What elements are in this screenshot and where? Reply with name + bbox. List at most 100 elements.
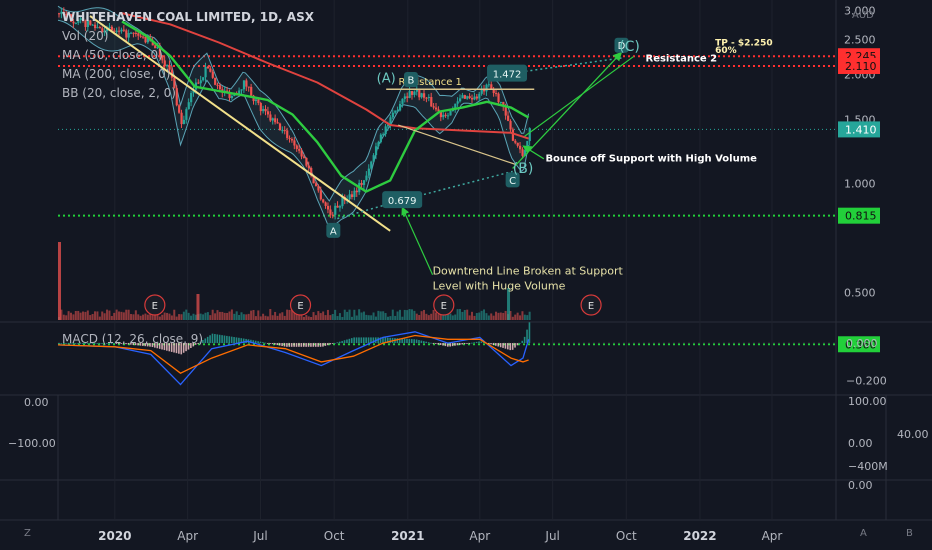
macd-histogram-bar	[202, 340, 204, 344]
wave-dotted-path	[525, 57, 622, 73]
candle	[379, 134, 382, 143]
resistance-1-label: Resistance 1	[398, 77, 461, 88]
candle	[151, 41, 154, 46]
macd-histogram-bar	[326, 343, 329, 346]
candle	[101, 28, 104, 33]
macd-legend[interactable]: MACD (12, 26, close, 9)	[62, 332, 204, 346]
time-axis-label: Jul	[544, 529, 559, 543]
candle	[521, 149, 524, 156]
candle	[507, 115, 510, 121]
macd-histogram-bar	[199, 341, 202, 344]
macd-histogram-bar	[490, 343, 492, 345]
value-label: 0.679	[388, 196, 417, 207]
volume-bar	[192, 313, 195, 320]
volume-bar	[459, 309, 462, 320]
candle	[487, 84, 491, 86]
macd-histogram-bar	[528, 322, 531, 344]
price-tag-label: 2.110	[845, 60, 877, 73]
volume-bar	[84, 311, 87, 320]
candle	[98, 27, 102, 29]
volume-bar	[334, 309, 337, 320]
macd-histogram-bar	[269, 343, 271, 344]
candle	[437, 109, 440, 112]
bollinger-upper	[57, 5, 530, 202]
breakout-arrow	[401, 206, 434, 275]
candle	[264, 108, 267, 112]
log-scale-button[interactable]: B	[906, 528, 913, 539]
price-tag	[838, 121, 880, 138]
candle	[134, 32, 138, 34]
macd-histogram-bar	[456, 343, 459, 346]
candle	[413, 91, 416, 95]
candle	[173, 77, 176, 89]
candle	[175, 88, 178, 106]
macd-histogram-bar	[295, 343, 298, 347]
volume-bar	[163, 312, 166, 320]
macd-histogram-bar	[319, 343, 322, 347]
wave-label: C	[509, 176, 516, 187]
macd-histogram-bar	[449, 343, 452, 347]
candle	[250, 86, 253, 96]
volume-bar	[425, 313, 428, 320]
macd-histogram-bar	[509, 343, 512, 351]
candle	[166, 64, 169, 67]
downtrend-line	[89, 15, 391, 232]
volume-bar	[218, 311, 221, 320]
chart-annotation: (A)	[377, 71, 396, 86]
candle	[427, 97, 430, 99]
macd-histogram-bar	[72, 343, 75, 344]
macd-histogram-bar	[358, 337, 360, 344]
volume-bar	[480, 310, 483, 320]
volume-bar	[326, 309, 329, 320]
macd-histogram-bar	[526, 329, 528, 344]
candle	[350, 194, 354, 198]
macd-histogram-bar	[386, 337, 389, 344]
earnings-marker-label: E	[152, 301, 158, 312]
earnings-marker	[144, 294, 166, 316]
candle	[118, 30, 121, 32]
volume-bar	[82, 311, 85, 320]
candle	[408, 91, 411, 98]
macd-histogram-bar	[180, 343, 183, 355]
candle	[312, 175, 315, 184]
volume-bar	[276, 315, 279, 320]
corner-z-button[interactable]: Z	[24, 528, 31, 539]
macd-axis-label: −0.200	[846, 375, 887, 388]
auto-scale-button[interactable]: A	[860, 528, 867, 539]
volume-bar	[422, 309, 425, 320]
candle	[139, 35, 142, 37]
candle	[471, 97, 474, 100]
candle	[228, 92, 231, 98]
macd-histogram-bar	[228, 336, 231, 344]
volume-bar	[372, 312, 375, 320]
volume-bar	[89, 315, 92, 320]
macd-histogram-bar	[127, 343, 130, 345]
candle	[144, 36, 147, 43]
candle	[442, 114, 445, 118]
price-tag-label: 0.815	[845, 210, 877, 223]
volume-bar	[466, 309, 469, 320]
macd-histogram-bar	[240, 338, 243, 344]
candle	[230, 95, 234, 98]
macd-histogram-bar	[290, 343, 293, 347]
volume-bar	[386, 316, 389, 320]
volume-bar	[194, 314, 197, 320]
candle	[96, 27, 99, 29]
volume-bar	[336, 316, 339, 320]
candle	[259, 103, 262, 112]
candle	[483, 89, 486, 92]
macd-histogram-bar	[122, 343, 125, 344]
macd-histogram-bar	[338, 341, 341, 344]
candle	[324, 202, 327, 206]
volume-bar	[519, 315, 522, 320]
macd-histogram-bar	[161, 343, 163, 350]
value-label: 1.472	[493, 70, 522, 81]
candle	[314, 183, 318, 187]
currency-label[interactable]: AUD	[852, 10, 874, 21]
macd-histogram-bar	[286, 343, 288, 347]
volume-bar	[98, 316, 101, 320]
value-label-box	[487, 64, 528, 82]
macd-histogram-bar	[507, 343, 509, 350]
volume-bar	[427, 315, 430, 320]
